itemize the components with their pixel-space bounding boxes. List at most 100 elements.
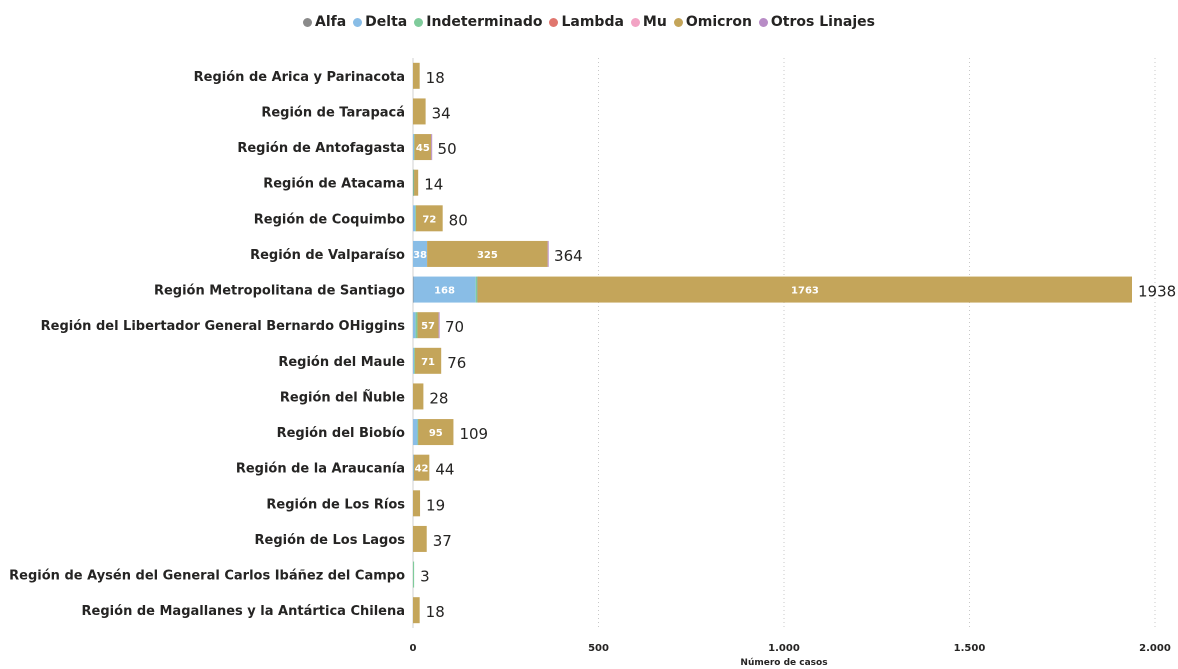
category-label: Región de Atacama <box>263 177 405 192</box>
segment-label: 325 <box>477 250 498 261</box>
legend-label: Omicron <box>685 14 752 30</box>
category-label: Región del Biobío <box>277 426 405 441</box>
segment-label: 72 <box>422 214 436 225</box>
x-tick-label: 0 <box>410 643 417 654</box>
segment-label: 42 <box>415 464 429 475</box>
total-label: 109 <box>459 425 488 443</box>
total-label: 44 <box>435 461 454 479</box>
legend-marker <box>758 17 768 27</box>
bar-segment-delta <box>413 312 416 339</box>
category-label: Región de Antofagasta <box>237 141 405 156</box>
bar-segment-omicron <box>415 205 443 232</box>
bar-segment-indeterminado <box>417 419 419 446</box>
bar-segment-delta <box>413 134 415 161</box>
bar-segment-omicron <box>413 597 420 624</box>
bar-segment-omicron <box>413 62 420 89</box>
bar-segment-omicron <box>414 134 432 161</box>
category-label: Región de Los Lagos <box>255 533 406 548</box>
category-label: Región del Libertador General Bernardo O… <box>41 319 406 334</box>
segment-label: 71 <box>421 357 435 368</box>
legend-marker <box>673 17 683 27</box>
total-label: 34 <box>432 104 451 122</box>
segment-label: 38 <box>413 250 427 261</box>
total-label: 364 <box>554 247 583 265</box>
bar-segment-indeterminado <box>475 276 478 303</box>
bar-segment-omicron <box>417 312 439 339</box>
legend-label: Alfa <box>315 14 347 30</box>
bar-segment-delta <box>413 240 428 267</box>
segment-label: 45 <box>416 143 430 154</box>
bar-segment-omicron <box>413 98 426 125</box>
bar-segment-otros-linajes <box>431 134 433 161</box>
bars: 18 34 45 50 14 72 80 38 325 364 168 1763 1938 57 70 71 7… <box>413 62 1176 624</box>
total-label: 19 <box>426 496 445 514</box>
total-label: 37 <box>433 532 452 550</box>
bar-segment-omicron <box>414 347 442 374</box>
x-tick-label: 500 <box>588 643 609 654</box>
category-label: Región Metropolitana de Santiago <box>154 284 405 299</box>
legend-item-mu[interactable]: Mu <box>630 14 667 30</box>
category-label: Región de Aysén del General Carlos Ibáñe… <box>9 569 405 584</box>
bar-segment-indeterminado <box>414 347 416 374</box>
x-axis-title: Número de casos <box>740 658 827 668</box>
total-label: 50 <box>438 140 457 158</box>
x-tick-label: 1.500 <box>954 643 986 654</box>
legend-item-lambda[interactable]: Lambda <box>549 14 624 30</box>
bar-segment-omicron <box>413 490 421 517</box>
bar-segment-delta <box>413 347 415 374</box>
category-label: Región de la Araucanía <box>236 462 405 477</box>
legend-item-indeterminado[interactable]: Indeterminado <box>414 14 542 30</box>
bar-segment-indeterminado <box>413 169 415 196</box>
total-label: 18 <box>426 69 445 87</box>
segment-label: 168 <box>434 286 455 297</box>
total-label: 76 <box>447 354 466 372</box>
legend-label: Delta <box>365 14 408 30</box>
bar-segment-otros-linajes <box>547 240 549 267</box>
bar-segment-delta <box>413 276 476 303</box>
bar-segment-indeterminado <box>415 312 418 339</box>
legend-marker <box>549 17 559 27</box>
segment-label: 95 <box>429 428 443 439</box>
legend-marker <box>303 17 312 27</box>
bar-segment-delta <box>413 419 418 446</box>
x-tick-label: 1.000 <box>768 643 800 654</box>
category-label: Región de Valparaíso <box>250 248 405 263</box>
category-label: Región de Magallanes y la Antártica Chil… <box>82 604 405 619</box>
x-tick-label: 2.000 <box>1139 643 1171 654</box>
total-label: 80 <box>449 211 468 229</box>
bar-segment-indeterminado <box>415 205 417 232</box>
category-labels: Región de Arica y Parinacota Región de Ta… <box>9 70 405 619</box>
total-label: 1938 <box>1138 283 1176 301</box>
total-label: 28 <box>429 389 448 407</box>
bar-segment-omicron <box>418 419 454 446</box>
legend-marker <box>414 17 424 27</box>
bar-segment-indeterminado <box>413 561 415 588</box>
chart-legend: Alfa Delta Indeterminado Lambda Mu Omicron Otr… <box>0 14 1178 30</box>
bar-segment-omicron <box>414 169 419 196</box>
legend-item-otros-linajes[interactable]: Otros Linajes <box>758 14 875 30</box>
bar-segment-delta <box>413 205 416 232</box>
total-label: 3 <box>420 568 430 586</box>
legend-item-omicron[interactable]: Omicron <box>673 14 752 30</box>
category-label: Región del Ñuble <box>280 389 405 405</box>
grid-lines <box>412 58 1156 628</box>
category-label: Región de Tarapacá <box>261 105 405 120</box>
bar-segment-omicron <box>477 276 1132 303</box>
legend-item-delta[interactable]: Delta <box>353 14 407 30</box>
bar-segment-delta <box>413 454 414 481</box>
bar-segment-omicron <box>413 454 430 481</box>
legend-marker <box>630 17 640 27</box>
total-label: 14 <box>424 176 443 194</box>
segment-label: 1763 <box>791 286 819 297</box>
total-label: 70 <box>445 318 464 336</box>
category-label: Región del Maule <box>278 355 405 370</box>
bar-segment-otros-linajes <box>438 312 440 339</box>
legend-label: Otros Linajes <box>770 14 875 30</box>
legend-item-alfa[interactable]: Alfa <box>303 14 346 30</box>
legend-label: Indeterminado <box>426 14 543 30</box>
legend-label: Mu <box>642 14 667 30</box>
total-label: 18 <box>426 603 445 621</box>
x-tick-labels: 0 500 1.000 1.500 2.000 <box>410 643 1171 654</box>
category-label: Región de Coquimbo <box>254 212 405 227</box>
